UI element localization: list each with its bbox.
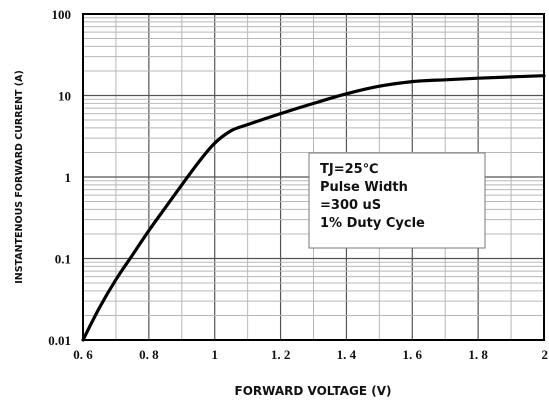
annotation-line-1: TJ=25℃ xyxy=(320,162,378,177)
y-tick-labels: 0.01 0.1 1 10 100 xyxy=(48,7,71,348)
x-tick-label: 0. 6 xyxy=(73,347,93,362)
x-tick-label: 1. 4 xyxy=(337,347,357,362)
y-tick-label: 0.01 xyxy=(48,333,71,348)
x-axis-label: FORWARD VOLTAGE (V) xyxy=(235,384,392,398)
x-tick-label: 1. 8 xyxy=(468,347,488,362)
y-tick-label: 0.1 xyxy=(55,252,71,267)
y-tick-label: 100 xyxy=(52,7,72,22)
x-tick-label: 0. 8 xyxy=(139,347,159,362)
forward-current-curve xyxy=(81,74,546,342)
x-tick-label: 1 xyxy=(211,347,218,362)
annotation-line-3: =300 uS xyxy=(320,198,381,213)
annotation-line-2: Pulse Width xyxy=(320,180,408,195)
y-tick-label: 1 xyxy=(65,170,72,185)
x-tick-label: 1. 6 xyxy=(403,347,423,362)
x-tick-labels: 0. 6 0. 8 1 1. 2 1. 4 1. 6 1. 8 2 xyxy=(73,347,548,362)
annotation-line-4: 1% Duty Cycle xyxy=(320,216,425,231)
x-tick-label: 2 xyxy=(542,347,549,362)
annotation-box: TJ=25℃ Pulse Width =300 uS 1% Duty Cycle xyxy=(308,152,486,249)
plot-frame xyxy=(82,13,545,341)
y-tick-label: 10 xyxy=(58,89,71,104)
y-axis-label: INSTANTENOUS FORWARD CURRENT (A) xyxy=(14,70,25,284)
x-tick-label: 1. 2 xyxy=(271,347,291,362)
